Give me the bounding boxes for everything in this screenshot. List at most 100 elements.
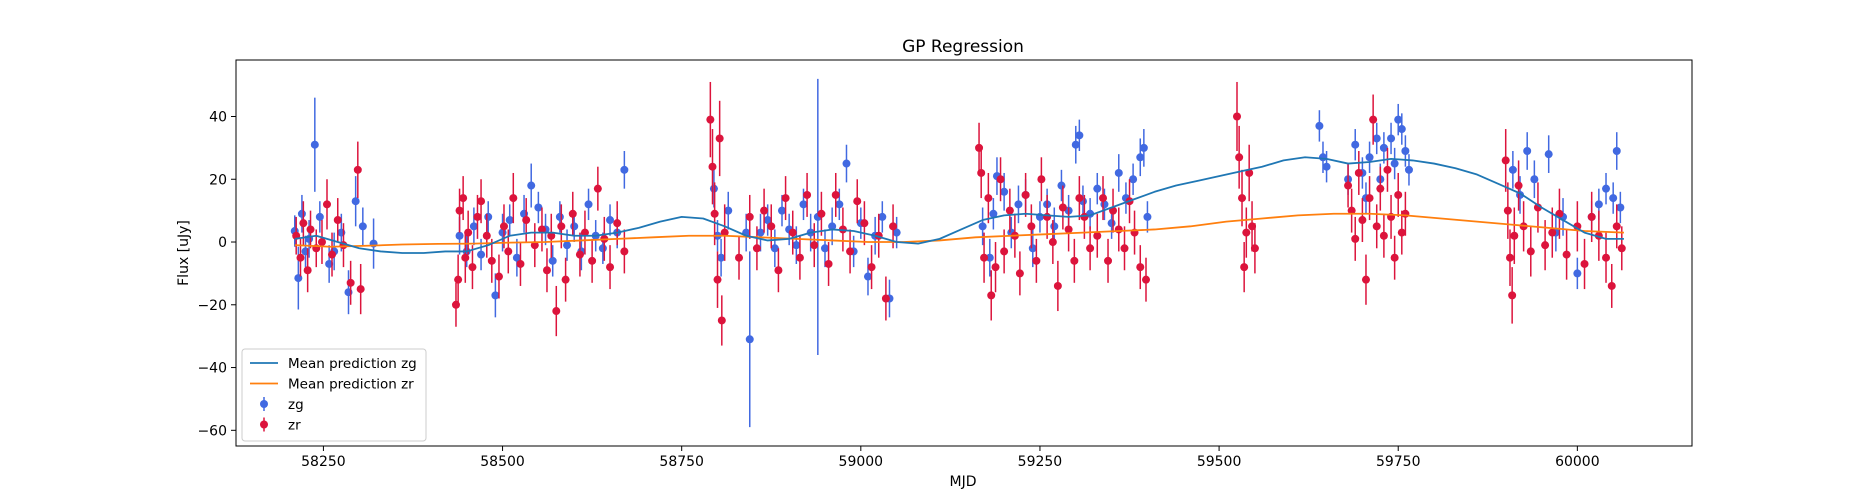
zr-point	[708, 162, 717, 171]
zr-point	[552, 307, 561, 316]
zr-point	[1104, 256, 1113, 265]
zg-point	[1544, 150, 1553, 159]
zr-point	[575, 250, 584, 259]
zr-point	[1358, 216, 1367, 225]
zr-point	[715, 134, 724, 143]
zg-point	[792, 241, 801, 250]
zr-point	[516, 259, 525, 268]
zr-point	[530, 241, 539, 250]
zr-point	[1242, 228, 1251, 237]
zr-point	[1058, 203, 1067, 212]
zg-point	[584, 200, 593, 209]
zr-point	[1369, 115, 1378, 124]
zr-point	[1365, 194, 1374, 203]
zr-point	[1075, 194, 1084, 203]
zr-point	[606, 263, 615, 272]
zg-point	[1602, 184, 1611, 193]
zg-point	[1609, 194, 1618, 203]
y-axis: −60 −40 −20 0 20 40	[197, 109, 236, 439]
zg-point	[548, 256, 557, 265]
zg-point	[878, 212, 887, 221]
zr-point	[1048, 238, 1057, 247]
zr-point	[824, 259, 833, 268]
zr-point	[306, 225, 315, 234]
zr-point	[1376, 184, 1385, 193]
zg-point	[469, 222, 478, 231]
legend-marker-swatch	[260, 400, 268, 408]
zg-point	[1107, 219, 1116, 228]
zr-point	[473, 212, 482, 221]
zr-point	[1562, 250, 1571, 259]
zr-point	[593, 184, 602, 193]
zr-point	[1233, 112, 1241, 121]
zr-point	[1347, 206, 1356, 215]
zg-point	[1318, 153, 1327, 162]
zr-point	[1250, 244, 1259, 253]
y-tick-label: −20	[197, 298, 227, 314]
zg-series	[290, 78, 1625, 428]
zg-point	[1075, 131, 1084, 140]
zr-point	[860, 219, 869, 228]
zg-point	[534, 203, 543, 212]
zg-point	[1390, 159, 1399, 168]
zg-point	[1530, 175, 1539, 184]
zg-point	[820, 244, 829, 253]
zr-point	[328, 250, 337, 259]
zr-point	[867, 263, 876, 272]
zr-point	[613, 219, 622, 228]
legend-item-zr: zr	[260, 417, 301, 434]
zr-point	[509, 194, 518, 203]
zg-point	[717, 253, 726, 262]
zr-point	[1580, 259, 1589, 268]
zr-point	[1037, 175, 1046, 184]
plot-data-layer	[290, 78, 1626, 428]
x-tick-label: 59250	[1018, 454, 1063, 470]
zr-point	[846, 247, 855, 256]
zr-point	[881, 294, 890, 303]
zr-point	[1064, 225, 1073, 234]
zg-point	[297, 209, 306, 218]
zr-point	[980, 253, 989, 262]
zr-point	[1086, 244, 1095, 253]
zr-point	[991, 263, 1000, 272]
zg-point	[570, 222, 579, 231]
zr-point	[1235, 153, 1244, 162]
zg-point	[1397, 125, 1406, 134]
zg-point	[1014, 200, 1023, 209]
zr-point	[1114, 225, 1123, 234]
zr-point	[353, 165, 362, 174]
zr-series	[292, 81, 1626, 346]
zg-point	[842, 159, 851, 168]
zr-point	[1238, 194, 1247, 203]
zr-point	[1508, 291, 1517, 300]
zr-point	[1514, 181, 1523, 190]
zr-point	[542, 266, 551, 275]
zg-point	[1401, 147, 1410, 156]
zr-point	[1397, 228, 1406, 237]
zr-point	[468, 263, 477, 272]
zr-point	[296, 253, 305, 262]
zg-point	[799, 200, 808, 209]
zr-point	[588, 256, 597, 265]
legend-label: zr	[288, 418, 301, 434]
zr-point	[1587, 212, 1596, 221]
zr-point	[713, 275, 722, 284]
zg-point	[1573, 269, 1582, 278]
legend-box	[241, 348, 427, 442]
zr-point	[451, 300, 460, 309]
zr-point	[1401, 209, 1410, 218]
zg-point	[1315, 121, 1324, 130]
zr-point	[482, 231, 491, 240]
zr-point	[499, 222, 508, 231]
y-tick-label: −40	[197, 361, 227, 377]
legend-item-zr-mean: Mean prediction zr	[250, 377, 414, 393]
zr-point	[459, 194, 468, 203]
zg-point	[1143, 212, 1152, 221]
zg-point	[770, 244, 779, 253]
zr-point	[620, 247, 629, 256]
zg-point	[756, 228, 765, 237]
zg-point	[1114, 168, 1123, 177]
legend-label: Mean prediction zr	[288, 377, 414, 393]
chart-title: GP Regression	[902, 37, 1024, 57]
zg-point	[527, 181, 536, 190]
